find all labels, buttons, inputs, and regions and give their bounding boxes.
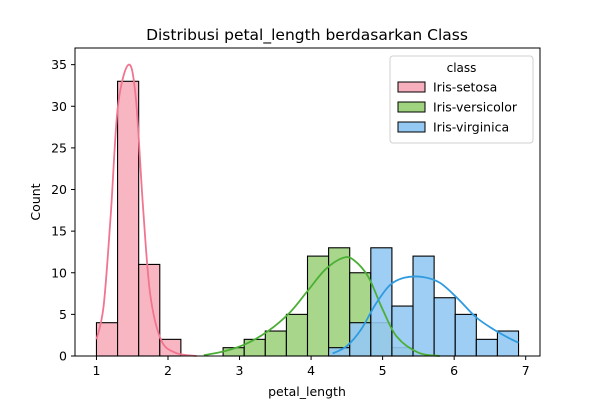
histogram-bar — [264, 330, 287, 357]
legend-title: class — [447, 61, 477, 75]
y-tick-label: 30 — [51, 99, 67, 114]
axes-layer: 1 2 3 4 5 6 7 0 5 10 15 20 25 30 35 — [51, 47, 541, 378]
legend-label: Iris-versicolor — [433, 100, 518, 115]
kde-line — [203, 256, 440, 357]
y-axis-label: Count — [28, 183, 43, 220]
kde-line — [332, 275, 519, 355]
histogram-bar — [117, 80, 140, 357]
histogram-bar — [328, 347, 351, 357]
histogram-bar — [412, 255, 435, 357]
legend-label: Iris-setosa — [433, 80, 497, 95]
legend-swatch — [397, 121, 426, 133]
y-tick-label: 10 — [51, 265, 67, 280]
kde-line — [95, 63, 197, 357]
histogram-bar — [285, 313, 309, 357]
x-tick-label: 1 — [92, 363, 100, 378]
histogram-bar — [454, 313, 477, 357]
x-tick-label: 4 — [307, 363, 315, 378]
histogram-bar — [243, 338, 266, 357]
y-tick-label: 15 — [51, 224, 67, 239]
y-tick-label: 20 — [51, 182, 67, 197]
legend-swatch — [397, 81, 426, 93]
histogram-bar — [370, 247, 393, 357]
x-tick-label: 3 — [236, 363, 244, 378]
legend-box — [389, 55, 534, 144]
bars-layer — [95, 80, 520, 357]
histogram-bar — [496, 330, 520, 357]
y-tick-label: 0 — [59, 349, 67, 364]
plot-frame — [74, 47, 541, 357]
kde-layer — [95, 63, 519, 357]
x-tick-label: 7 — [522, 363, 530, 378]
x-tick-label: 5 — [379, 363, 387, 378]
legend-label: Iris-virginica — [433, 120, 509, 135]
chart-title: Distribusi petal_length berdasarkan Clas… — [146, 26, 468, 45]
legend: class Iris-setosa Iris-versicolor Iris-virg… — [389, 55, 534, 144]
histogram-bar — [306, 255, 330, 357]
y-tick-label: 5 — [59, 307, 67, 322]
y-tick-label: 35 — [51, 57, 67, 72]
y-tick-label: 25 — [51, 140, 67, 155]
legend-swatch — [397, 101, 426, 113]
histogram-bar — [433, 297, 456, 357]
histogram-bar — [475, 338, 498, 357]
x-axis-label: petal_length — [268, 384, 346, 399]
x-tick-label: 2 — [164, 363, 172, 378]
x-tick-label: 6 — [450, 363, 458, 378]
